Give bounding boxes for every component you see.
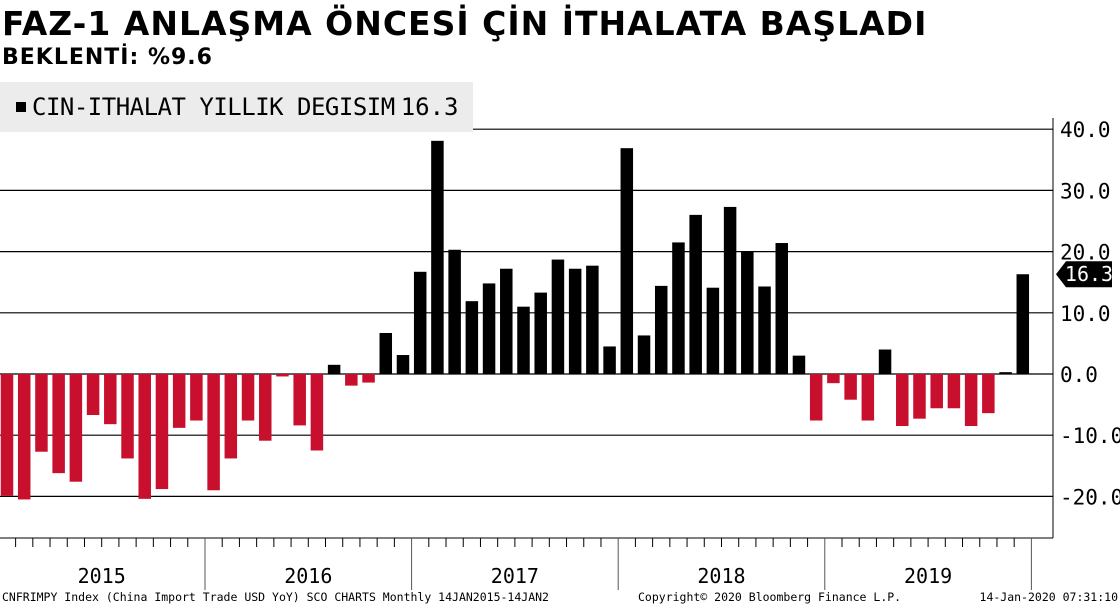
bar: [190, 374, 203, 421]
bar: [1016, 274, 1030, 374]
bar: [0, 374, 14, 496]
bar: [362, 374, 375, 383]
year-label: 2017: [491, 564, 539, 588]
bar: [551, 259, 565, 374]
bar: [86, 374, 100, 416]
y-axis-ticks: 40.0 30.0 20.0 10.0 0.0 -10.0 -20.0: [1052, 118, 1120, 538]
legend-label: CIN-ITHALAT YILLIK DEGISIM: [32, 93, 395, 121]
x-axis: 2015 2016 2017 2018 2019: [0, 537, 1053, 590]
bar: [413, 271, 427, 374]
bar: [758, 286, 771, 374]
legend-swatch: [16, 102, 26, 112]
year-label: 2016: [284, 564, 332, 588]
y-tick-label: -10.0: [1060, 424, 1120, 448]
bar: [775, 243, 788, 374]
bar: [706, 287, 720, 374]
bar: [999, 372, 1012, 374]
last-value-marker: 16.3: [1056, 261, 1113, 288]
year-label: 2018: [697, 564, 745, 588]
bar: [69, 374, 83, 482]
bar: [517, 306, 530, 374]
bar: [155, 374, 169, 490]
bar: [241, 374, 255, 421]
bar: [982, 374, 995, 414]
year-label: 2019: [904, 564, 952, 588]
legend-value: 16.3: [400, 93, 459, 121]
bar: [482, 283, 496, 374]
footer-timestamp: 14-Jan-2020 07:31:10: [979, 590, 1118, 604]
last-value-label: 16.3: [1065, 262, 1113, 286]
y-tick-label: 20.0: [1060, 241, 1111, 265]
footer-source: CNFRIMPY Index (China Import Trade USD Y…: [2, 590, 549, 604]
bar: [276, 374, 289, 377]
y-tick-label: 40.0: [1060, 118, 1111, 142]
bar: [293, 374, 306, 426]
bar: [534, 292, 547, 374]
bar: [379, 332, 393, 374]
bar: [672, 242, 685, 374]
chart-title: FAZ-1 ANLAŞMA ÖNCESİ ÇİN İTHALATA BAŞLAD…: [2, 4, 928, 43]
bar: [345, 374, 358, 386]
bar: [620, 148, 634, 374]
bar: [654, 285, 668, 374]
footer-copyright: Copyright© 2020 Bloomberg Finance L.P.: [638, 590, 902, 604]
bar: [809, 374, 823, 421]
bar: [138, 374, 151, 499]
y-tick-label: 10.0: [1060, 302, 1111, 326]
bar: [792, 355, 806, 374]
bar: [465, 301, 479, 374]
bar: [844, 374, 857, 400]
bar: [52, 374, 65, 474]
bar: [878, 349, 892, 374]
bar: [947, 374, 961, 409]
bar: [930, 374, 943, 409]
bar: [861, 374, 875, 421]
bar: [327, 364, 341, 374]
bar: [35, 374, 48, 452]
bar: [637, 335, 651, 374]
bars: [0, 140, 1030, 500]
bar: [741, 251, 754, 374]
bar: [396, 355, 410, 374]
y-tick-label: -20.0: [1060, 485, 1120, 509]
bar: [827, 374, 840, 384]
bar: [964, 374, 978, 427]
bar: [172, 374, 186, 428]
bar: [723, 206, 737, 374]
bar: [17, 374, 31, 500]
bar: [603, 346, 616, 374]
bar: [431, 140, 444, 374]
bar: [448, 249, 461, 374]
bar: [586, 265, 599, 374]
bar: [913, 374, 926, 419]
bar: [259, 374, 272, 441]
y-tick-label: 0.0: [1060, 363, 1098, 387]
bar: [500, 268, 513, 374]
bar: [104, 374, 117, 425]
bar: [568, 268, 582, 374]
y-tick-label: 30.0: [1060, 179, 1111, 203]
bar: [121, 374, 134, 459]
bar: [896, 374, 909, 427]
bar: [224, 374, 238, 459]
bar: [207, 374, 220, 491]
legend: CIN-ITHALAT YILLIK DEGISIM 16.3: [0, 82, 473, 132]
last-value-badge: [1056, 261, 1112, 288]
chart-subtitle: BEKLENTİ: %9.6: [2, 45, 213, 70]
bar: [689, 214, 702, 374]
bar: [310, 374, 324, 451]
year-label: 2015: [78, 564, 126, 588]
